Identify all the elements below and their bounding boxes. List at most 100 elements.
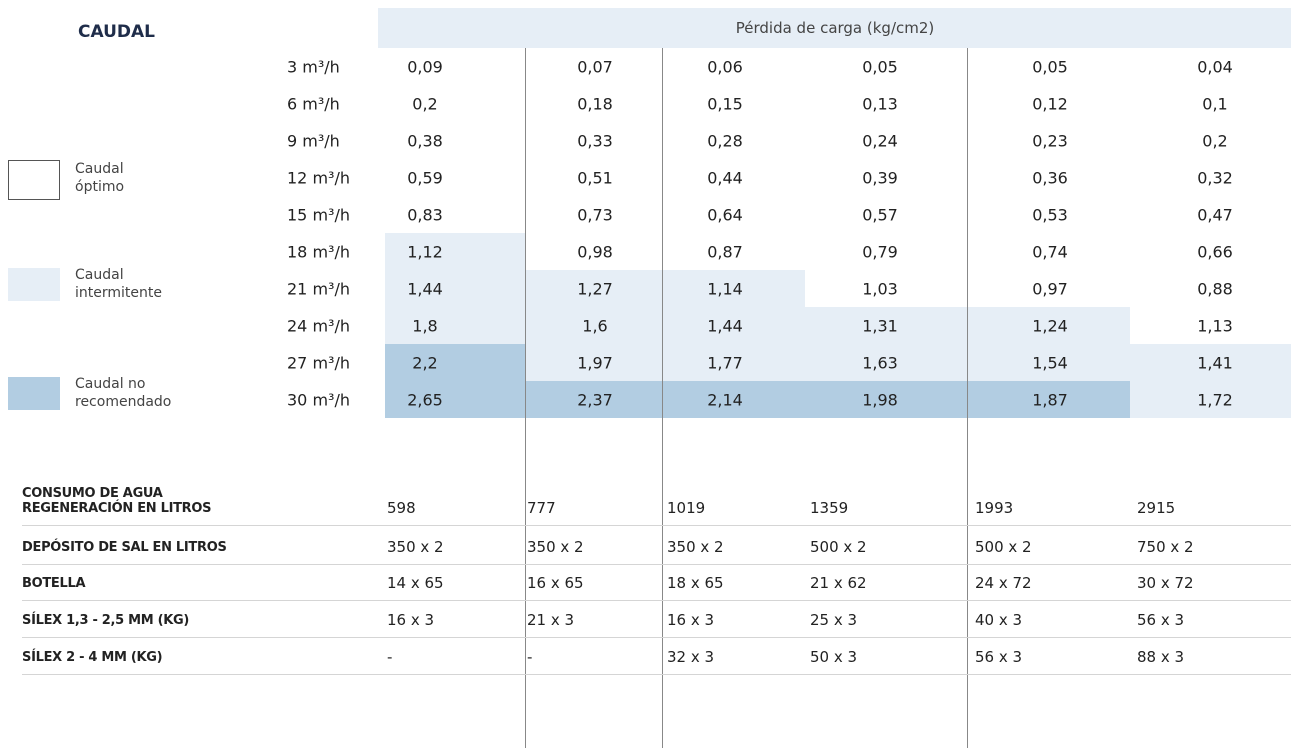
cell-value: 1,44 bbox=[407, 279, 443, 298]
header-band bbox=[378, 8, 1291, 48]
spec-value: 1359 bbox=[810, 499, 849, 517]
cell-value: 0,2 bbox=[412, 94, 438, 113]
spec-value: - bbox=[387, 648, 393, 666]
cell-value: 0,88 bbox=[1197, 279, 1233, 298]
cell-value: 0,59 bbox=[407, 168, 443, 187]
spec-label: CONSUMO DE AGUA bbox=[22, 486, 163, 501]
spec-value: 56 x 3 bbox=[1137, 611, 1185, 629]
cell-shade bbox=[805, 381, 967, 418]
cell-value: 0,57 bbox=[862, 205, 898, 224]
cell-value: 1,77 bbox=[707, 353, 743, 372]
legend-swatch bbox=[8, 268, 60, 301]
cell-value: 0,15 bbox=[707, 94, 743, 113]
spec-value: 1019 bbox=[667, 499, 706, 517]
flow-label: 30 m³/h bbox=[287, 390, 350, 409]
spec-value: 18 x 65 bbox=[667, 574, 724, 592]
cell-value: 1,41 bbox=[1197, 353, 1233, 372]
cell-shade bbox=[967, 381, 1130, 418]
flow-label: 18 m³/h bbox=[287, 242, 350, 261]
cell-value: 0,53 bbox=[1032, 205, 1068, 224]
spec-value: - bbox=[527, 648, 533, 666]
cell-value: 2,2 bbox=[412, 353, 438, 372]
column-line bbox=[967, 48, 968, 748]
cell-value: 0,79 bbox=[862, 242, 898, 261]
cell-value: 0,23 bbox=[1032, 131, 1068, 150]
cell-shade bbox=[525, 381, 662, 418]
row-line bbox=[22, 600, 1291, 601]
flow-label: 9 m³/h bbox=[287, 131, 340, 150]
cell-shade bbox=[805, 307, 967, 344]
flow-label: 24 m³/h bbox=[287, 316, 350, 335]
cell-value: 2,37 bbox=[577, 390, 613, 409]
row-line bbox=[22, 674, 1291, 675]
spec-value: 88 x 3 bbox=[1137, 648, 1185, 666]
cell-value: 0,87 bbox=[707, 242, 743, 261]
legend-label: Caudal no bbox=[75, 376, 146, 392]
spec-value: 16 x 3 bbox=[667, 611, 715, 629]
cell-value: 0,06 bbox=[707, 57, 743, 76]
cell-value: 1,24 bbox=[1032, 316, 1068, 335]
cell-value: 0,05 bbox=[1032, 57, 1068, 76]
spec-label: SÍLEX 2 - 4 MM (KG) bbox=[22, 650, 163, 665]
cell-value: 0,09 bbox=[407, 57, 443, 76]
cell-shade bbox=[662, 270, 805, 307]
row-line bbox=[22, 525, 1291, 526]
cell-value: 1,44 bbox=[707, 316, 743, 335]
cell-value: 1,87 bbox=[1032, 390, 1068, 409]
cell-shade bbox=[967, 344, 1130, 381]
cell-shade bbox=[662, 344, 805, 381]
cell-value: 1,03 bbox=[862, 279, 898, 298]
cell-shade bbox=[385, 233, 525, 270]
flow-label: 27 m³/h bbox=[287, 353, 350, 372]
legend-label: Caudal bbox=[75, 161, 124, 177]
cell-value: 0,97 bbox=[1032, 279, 1068, 298]
cell-value: 1,12 bbox=[407, 242, 443, 261]
flow-label: 21 m³/h bbox=[287, 279, 350, 298]
cell-shade bbox=[385, 344, 525, 381]
spec-value: 56 x 3 bbox=[975, 648, 1023, 666]
legend-label: recomendado bbox=[75, 394, 172, 410]
cell-value: 0,51 bbox=[577, 168, 613, 187]
spec-value: 500 x 2 bbox=[975, 538, 1032, 556]
cell-value: 0,64 bbox=[707, 205, 743, 224]
spec-value: 500 x 2 bbox=[810, 538, 867, 556]
cell-value: 1,14 bbox=[707, 279, 743, 298]
cell-shade bbox=[525, 307, 662, 344]
legend-label: intermitente bbox=[75, 285, 162, 301]
spec-label: DEPÓSITO DE SAL EN LITROS bbox=[22, 540, 227, 555]
cell-value: 1,6 bbox=[582, 316, 608, 335]
legend-label: Caudal bbox=[75, 267, 124, 283]
legend-swatch bbox=[8, 160, 60, 200]
cell-value: 0,05 bbox=[862, 57, 898, 76]
cell-shade bbox=[385, 307, 525, 344]
cell-shade bbox=[967, 307, 1130, 344]
cell-value: 0,38 bbox=[407, 131, 443, 150]
cell-shade bbox=[525, 270, 662, 307]
spec-value: 1993 bbox=[975, 499, 1014, 517]
spec-value: 350 x 2 bbox=[387, 538, 444, 556]
caudal-title: CAUDAL bbox=[78, 22, 156, 42]
cell-value: 0,39 bbox=[862, 168, 898, 187]
cell-value: 0,28 bbox=[707, 131, 743, 150]
flow-label: 6 m³/h bbox=[287, 94, 340, 113]
spec-value: 50 x 3 bbox=[810, 648, 858, 666]
cell-value: 2,14 bbox=[707, 390, 743, 409]
cell-value: 0,2 bbox=[1202, 131, 1228, 150]
flow-label: 15 m³/h bbox=[287, 205, 350, 224]
cell-value: 0,66 bbox=[1197, 242, 1233, 261]
cell-value: 1,54 bbox=[1032, 353, 1068, 372]
spec-value: 350 x 2 bbox=[667, 538, 724, 556]
flow-label: 12 m³/h bbox=[287, 168, 350, 187]
spec-value: 16 x 65 bbox=[527, 574, 584, 592]
spec-value: 598 bbox=[387, 499, 416, 517]
cell-value: 1,97 bbox=[577, 353, 613, 372]
cell-value: 1,31 bbox=[862, 316, 898, 335]
cell-value: 1,8 bbox=[412, 316, 438, 335]
column-line bbox=[662, 48, 663, 748]
cell-value: 2,65 bbox=[407, 390, 443, 409]
spec-label: SÍLEX 1,3 - 2,5 MM (KG) bbox=[22, 613, 190, 628]
cell-value: 0,47 bbox=[1197, 205, 1233, 224]
spec-value: 777 bbox=[527, 499, 556, 517]
cell-value: 0,18 bbox=[577, 94, 613, 113]
